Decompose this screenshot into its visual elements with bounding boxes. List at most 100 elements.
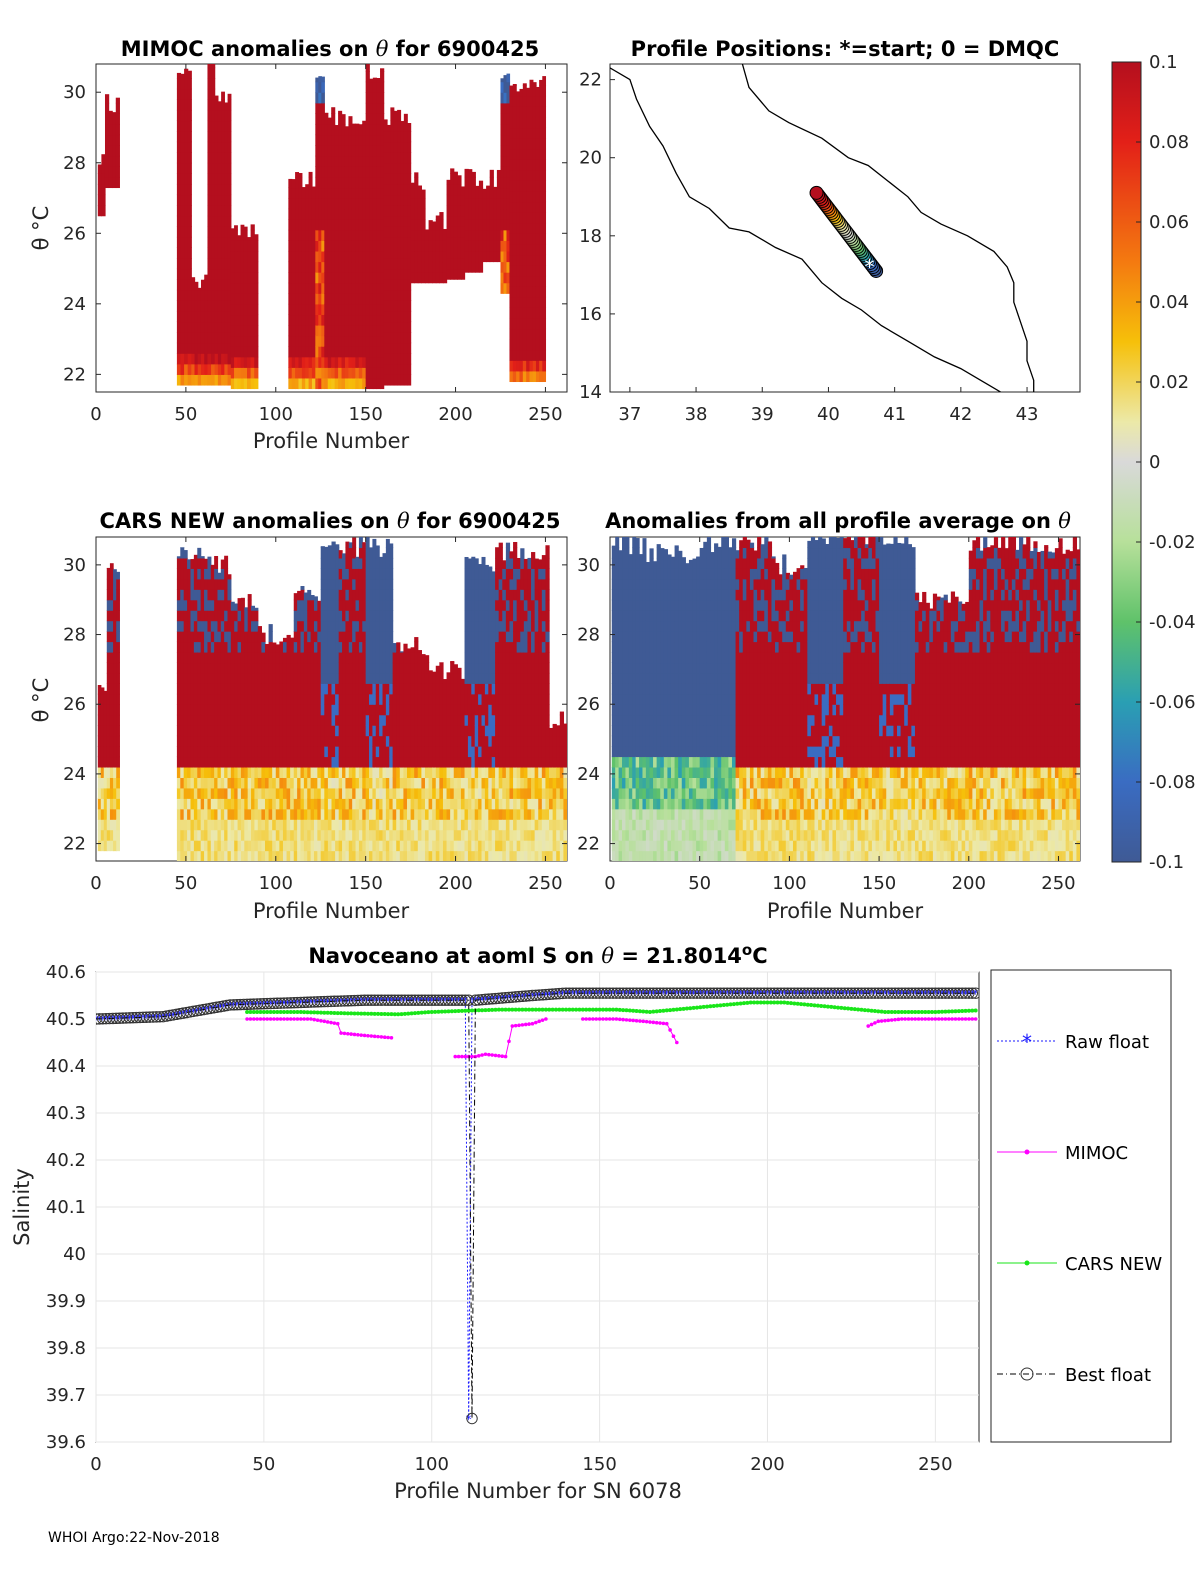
heatmap-cell: [214, 568, 219, 580]
heatmap-cell: [519, 116, 524, 129]
heatmap-cell: [301, 356, 306, 368]
heatmap-cell: [484, 568, 489, 580]
heatmap-cell: [331, 557, 336, 569]
heatmap-cell: [407, 257, 412, 270]
heatmap-cell: [376, 272, 381, 284]
heatmap-cell: [358, 324, 363, 337]
heatmap-cell: [471, 714, 476, 726]
heatmap-cell: [200, 556, 205, 559]
heatmap-cell: [535, 201, 540, 213]
heatmap-cell: [240, 819, 245, 831]
heatmap-cell: [210, 714, 215, 726]
heatmap-cell: [489, 169, 494, 178]
heatmap-cell: [207, 798, 212, 810]
heatmap-cell: [522, 180, 527, 192]
heatmap-cell: [334, 335, 339, 347]
heatmap-cell: [358, 777, 363, 789]
heatmap-cell: [505, 777, 511, 789]
heatmap-cell: [180, 714, 185, 726]
heatmap-cell: [237, 777, 242, 789]
heatmap-cell: [331, 303, 336, 316]
heatmap-cell: [243, 250, 248, 263]
heatmap-cell: [197, 683, 202, 695]
heatmap-cell: [264, 662, 270, 674]
heatmap-cell: [197, 766, 202, 778]
heatmap-cell: [335, 777, 340, 789]
heatmap-cell: [331, 662, 336, 674]
heatmap-cell: [106, 578, 111, 590]
heatmap-cell: [519, 275, 524, 287]
heatmap-cell: [237, 725, 242, 737]
heatmap-cell: [318, 356, 322, 368]
heatmap-cell: [318, 155, 322, 167]
heatmap-cell: [410, 850, 415, 861]
heatmap-cell: [397, 141, 402, 153]
heatmap-cell: [362, 651, 367, 664]
heatmap-cell: [240, 367, 245, 379]
heatmap-cell: [251, 704, 256, 716]
heatmap-cell: [382, 840, 387, 852]
heatmap-cell: [116, 571, 120, 580]
heatmap-cell: [230, 250, 235, 263]
heatmap-cell: [379, 557, 384, 569]
heatmap-cell: [365, 704, 370, 716]
heatmap-cell: [351, 229, 356, 241]
heatmap-cell: [519, 339, 524, 351]
heatmap-cell: [207, 183, 212, 196]
heatmap-cell: [392, 746, 397, 758]
heatmap-cell: [389, 662, 394, 674]
heatmap-cell: [382, 850, 387, 861]
heatmap-cell: [400, 289, 405, 301]
heatmap-cell: [324, 367, 329, 379]
heatmap-cell: [512, 85, 517, 97]
heatmap-cell: [500, 123, 505, 136]
heatmap-cell: [362, 145, 367, 157]
heatmap-cell: [481, 840, 486, 852]
heatmap-cell: [516, 599, 521, 611]
heatmap-cell: [385, 662, 390, 674]
heatmap-cell: [471, 693, 476, 705]
heatmap-cell: [478, 756, 483, 768]
heatmap-cell: [187, 332, 192, 344]
heatmap-cell: [529, 169, 534, 181]
heatmap-cell: [272, 672, 277, 684]
heatmap-cell: [481, 808, 486, 820]
heatmap-cell: [176, 353, 182, 365]
heatmap-cell: [243, 272, 248, 284]
heatmap-cell: [505, 542, 511, 549]
heatmap-column: [176, 547, 209, 861]
heatmap-cell: [113, 808, 117, 820]
heatmap-cell: [183, 610, 188, 622]
heatmap-cell: [352, 578, 357, 590]
heatmap-cell: [310, 787, 315, 799]
heatmap-cell: [300, 777, 305, 789]
heatmap-cell: [387, 321, 391, 333]
heatmap-cell: [338, 293, 343, 305]
heatmap-cell: [467, 829, 472, 841]
heatmap-cell: [103, 777, 108, 789]
heatmap-cell: [288, 282, 293, 294]
heatmap-cell: [520, 819, 525, 831]
heatmap-cell: [176, 236, 182, 248]
heatmap-cell: [305, 208, 310, 220]
heatmap-cell: [217, 704, 222, 716]
heatmap-cell: [352, 787, 357, 799]
heatmap-cell: [176, 141, 182, 153]
heatmap-cell: [180, 109, 185, 122]
heatmap-cell: [369, 187, 374, 199]
heatmap-cell: [264, 787, 270, 799]
heatmap-cell: [460, 215, 466, 227]
heatmap-cell: [338, 314, 343, 326]
heatmap-cell: [486, 229, 491, 241]
heatmap-cell: [217, 651, 222, 664]
heatmap-cell: [424, 746, 430, 758]
heatmap-cell: [338, 777, 343, 789]
heatmap-cell: [297, 590, 302, 601]
heatmap-cell: [331, 683, 336, 695]
heatmap-cell: [471, 840, 476, 852]
heatmap-cell: [197, 829, 202, 841]
heatmap-cell: [439, 683, 444, 695]
heatmap-cell: [498, 787, 503, 799]
heatmap-cell: [488, 819, 493, 831]
x-tick-label: 39: [751, 404, 774, 425]
